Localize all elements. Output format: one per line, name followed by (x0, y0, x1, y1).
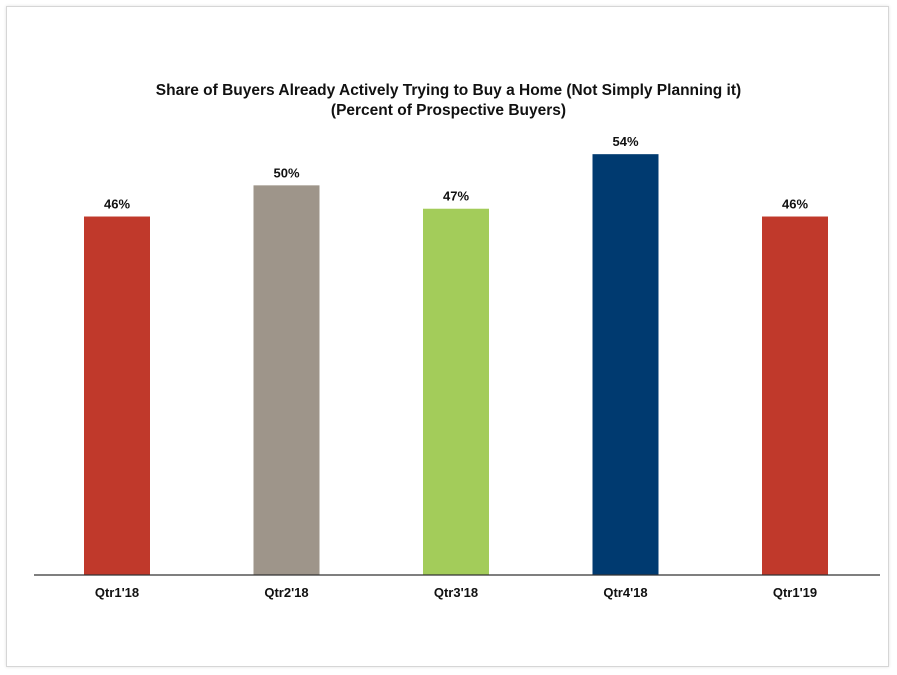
bar-3 (592, 154, 659, 575)
x-tick-label-3: Qtr4'18 (603, 585, 647, 600)
x-tick-label-4: Qtr1'19 (773, 585, 817, 600)
bar-2 (423, 208, 489, 576)
value-label-0: 46% (104, 197, 130, 212)
chart-title-block: Share of Buyers Already Actively Trying … (0, 81, 897, 121)
bar-0 (84, 216, 150, 575)
value-label-1: 50% (273, 165, 299, 180)
bar-1 (253, 185, 320, 575)
value-label-3: 54% (612, 134, 638, 149)
x-tick-label-2: Qtr3'18 (434, 585, 478, 600)
x-tick-label-0: Qtr1'18 (95, 585, 139, 600)
value-label-4: 46% (782, 197, 808, 212)
chart-subtitle: (Percent of Prospective Buyers) (330, 102, 567, 119)
bars-group (84, 154, 828, 576)
x-tick-labels-group: Qtr1'18 Qtr2'18 Qtr3'18 Qtr4'18 Qtr1'19 (95, 585, 817, 600)
value-labels-group: 46% 50% 47% 54% 46% (104, 134, 808, 211)
x-tick-label-1: Qtr2'18 (264, 585, 308, 600)
value-label-2: 47% (443, 189, 469, 204)
chart-title: Share of Buyers Already Actively Trying … (155, 82, 742, 99)
bar-4 (762, 216, 828, 575)
